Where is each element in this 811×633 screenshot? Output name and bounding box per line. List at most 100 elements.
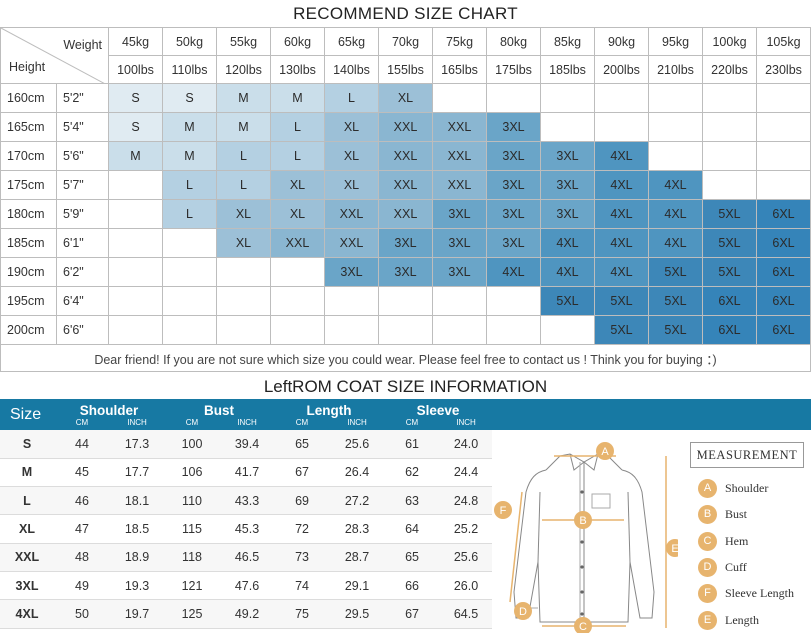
size-cell: XL <box>378 83 433 113</box>
coat-size-value: 25.6 <box>330 430 385 459</box>
size-cell: 3XL <box>540 170 595 200</box>
size-cell: XXL <box>432 141 487 171</box>
height-ft: 6'2" <box>56 257 109 287</box>
weight-lbs-header: 210lbs <box>648 55 703 84</box>
coat-size-value: 46.5 <box>220 543 275 572</box>
size-cell <box>108 199 163 229</box>
legend-label: Bust <box>725 506 748 521</box>
legend-marker-icon: F <box>698 583 717 603</box>
marker-a-icon <box>596 442 614 460</box>
size-cell: S <box>108 83 163 113</box>
size-cell: L <box>270 112 325 142</box>
coat-size-value: 17.3 <box>110 430 165 459</box>
coat-size-value: 75 <box>274 599 331 629</box>
size-cell: 4XL <box>540 228 595 258</box>
height-cm: 185cm <box>0 228 57 258</box>
coat-size-value: 100 <box>164 430 221 459</box>
height-cm: 195cm <box>0 286 57 316</box>
legend-label: Cuff <box>725 559 747 574</box>
size-cell: 4XL <box>540 257 595 287</box>
coat-size-value: 45 <box>54 458 110 488</box>
unit-cm-header: CM <box>405 418 419 427</box>
size-cell: M <box>216 112 271 142</box>
coat-size-label: S <box>0 430 54 459</box>
legend-item: F Sleeve Length <box>698 583 794 603</box>
size-cell: 5XL <box>648 286 703 316</box>
coat-size-value: 47.6 <box>220 571 275 601</box>
marker-b-letter: B <box>579 515 586 527</box>
size-cell: S <box>162 83 217 113</box>
size-cell: 3XL <box>486 228 541 258</box>
coat-size-value: 67 <box>274 458 331 488</box>
measure-group-header: Bust <box>204 403 235 418</box>
footer-note: Dear friend! If you are not sure which s… <box>0 344 811 372</box>
coat-size-value: 61 <box>384 430 441 459</box>
size-cell: 3XL <box>486 141 541 171</box>
weight-height-corner: Weight Height <box>0 27 109 84</box>
coat-size-value: 50 <box>54 599 110 629</box>
size-cell: L <box>270 141 325 171</box>
coat-size-value: 19.7 <box>110 599 165 629</box>
size-cell: 4XL <box>648 170 703 200</box>
size-cell: L <box>162 170 217 200</box>
weight-lbs-header: 120lbs <box>216 55 271 84</box>
coat-size-value: 51 <box>54 628 110 633</box>
size-cell: XXL <box>270 228 325 258</box>
size-cell: 3XL <box>378 228 433 258</box>
size-cell: XXL <box>378 112 433 142</box>
size-cell <box>432 315 487 345</box>
size-cell: 6XL <box>756 315 811 345</box>
coat-size-label: XXL <box>0 543 54 572</box>
size-cell: L <box>162 199 217 229</box>
weight-lbs-header: 220lbs <box>702 55 757 84</box>
coat-size-value: 133 <box>164 628 221 633</box>
size-cell <box>432 286 487 316</box>
legend-label: Hem <box>725 533 749 548</box>
coat-size-value: 125 <box>164 599 221 629</box>
coat-size-value: 19.3 <box>110 571 165 601</box>
size-cell <box>486 315 541 345</box>
coat-size-value: 62 <box>384 458 441 488</box>
coat-size-label: M <box>0 458 54 488</box>
size-cell: 5XL <box>648 315 703 345</box>
coat-size-row: L 46 18.1 110 43.3 69 27.2 63 24.8 <box>0 486 493 516</box>
coat-size-value: 24.8 <box>440 486 493 516</box>
coat-size-value: 118 <box>164 543 221 572</box>
size-cell: 5XL <box>540 286 595 316</box>
size-cell <box>486 83 541 113</box>
weight-kg-header: 55kg <box>216 27 271 56</box>
coat-size-label: 3XL <box>0 571 54 601</box>
marker-f-letter: F <box>500 505 507 517</box>
coat-size-value: 66 <box>384 571 441 601</box>
size-cell: 4XL <box>648 228 703 258</box>
weight-lbs-header: 200lbs <box>594 55 649 84</box>
coat-size-value: 18.5 <box>110 514 165 544</box>
height-ft: 5'2" <box>56 83 109 113</box>
coat-size-value: 24.4 <box>440 458 493 488</box>
size-cell: XL <box>216 228 271 258</box>
size-cell: XXL <box>378 170 433 200</box>
weight-kg-header: 105kg <box>756 27 811 56</box>
size-cell: XL <box>324 112 379 142</box>
coat-size-value: 76 <box>274 628 331 633</box>
coat-size-value: 43.3 <box>220 486 275 516</box>
weight-lbs-header: 175lbs <box>486 55 541 84</box>
height-label: Height <box>9 60 46 74</box>
height-cm: 190cm <box>0 257 57 287</box>
size-cell: XXL <box>324 199 379 229</box>
size-chart-row: 190cm 6'2" 3XL 3XL 3XL 4XL 4XL 4XL 5XL 5XL 6XL <box>0 257 811 287</box>
weight-kg-header: 60kg <box>270 27 325 56</box>
height-cm: 165cm <box>0 112 57 142</box>
size-cell: XXL <box>378 199 433 229</box>
marker-c-letter: C <box>579 621 587 633</box>
weight-kg-header: 70kg <box>378 27 433 56</box>
size-cell: XXL <box>432 170 487 200</box>
recommend-size-chart-title: RECOMMEND SIZE CHART <box>293 4 518 23</box>
size-cell: 5XL <box>702 257 757 287</box>
measurement-legend: MEASUREMENT A Shoulder B Bust C Hem D Cuff F Slee… <box>690 442 811 630</box>
size-chart-row: 195cm 6'4" 5XL 5XL 5XL 6XL 6XL <box>0 286 811 316</box>
coat-size-row: XXL 48 18.9 118 46.5 73 28.7 65 25.6 <box>0 543 493 572</box>
coat-size-value: 46 <box>54 486 110 516</box>
unit-inch-header: INCH <box>237 418 257 427</box>
coat-size-value: 17.7 <box>110 458 165 488</box>
